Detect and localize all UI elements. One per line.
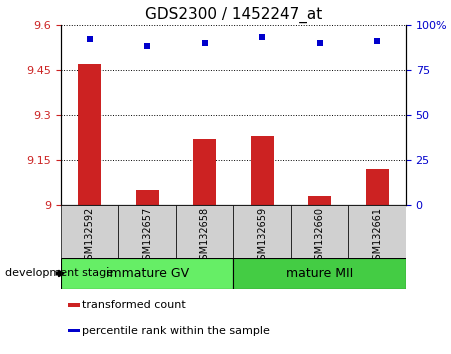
Text: mature MII: mature MII bbox=[286, 267, 353, 280]
Point bbox=[258, 35, 266, 40]
Point bbox=[143, 44, 151, 49]
Text: transformed count: transformed count bbox=[82, 300, 186, 310]
Text: GSM132657: GSM132657 bbox=[142, 207, 152, 266]
Bar bbox=[61, 205, 118, 258]
Bar bbox=[176, 205, 234, 258]
Point bbox=[373, 38, 381, 44]
Bar bbox=[68, 303, 80, 307]
Bar bbox=[234, 258, 406, 289]
Bar bbox=[61, 258, 234, 289]
Point bbox=[86, 36, 93, 42]
Bar bbox=[308, 196, 331, 205]
Text: GSM132661: GSM132661 bbox=[372, 207, 382, 266]
Point bbox=[201, 40, 208, 46]
Text: GSM132659: GSM132659 bbox=[257, 207, 267, 266]
Bar bbox=[349, 205, 406, 258]
Bar bbox=[366, 169, 389, 205]
Bar bbox=[78, 64, 101, 205]
Bar bbox=[234, 205, 291, 258]
Text: percentile rank within the sample: percentile rank within the sample bbox=[82, 326, 270, 336]
Text: GSM132592: GSM132592 bbox=[85, 207, 95, 266]
Text: GSM132658: GSM132658 bbox=[200, 207, 210, 266]
Bar bbox=[136, 190, 159, 205]
Title: GDS2300 / 1452247_at: GDS2300 / 1452247_at bbox=[145, 7, 322, 23]
Point bbox=[316, 40, 323, 46]
Bar bbox=[251, 136, 274, 205]
Text: GSM132660: GSM132660 bbox=[315, 207, 325, 266]
Text: immature GV: immature GV bbox=[106, 267, 189, 280]
Bar bbox=[291, 205, 349, 258]
Bar bbox=[193, 139, 216, 205]
Text: development stage: development stage bbox=[5, 268, 113, 279]
Bar bbox=[68, 329, 80, 332]
Bar bbox=[118, 205, 176, 258]
